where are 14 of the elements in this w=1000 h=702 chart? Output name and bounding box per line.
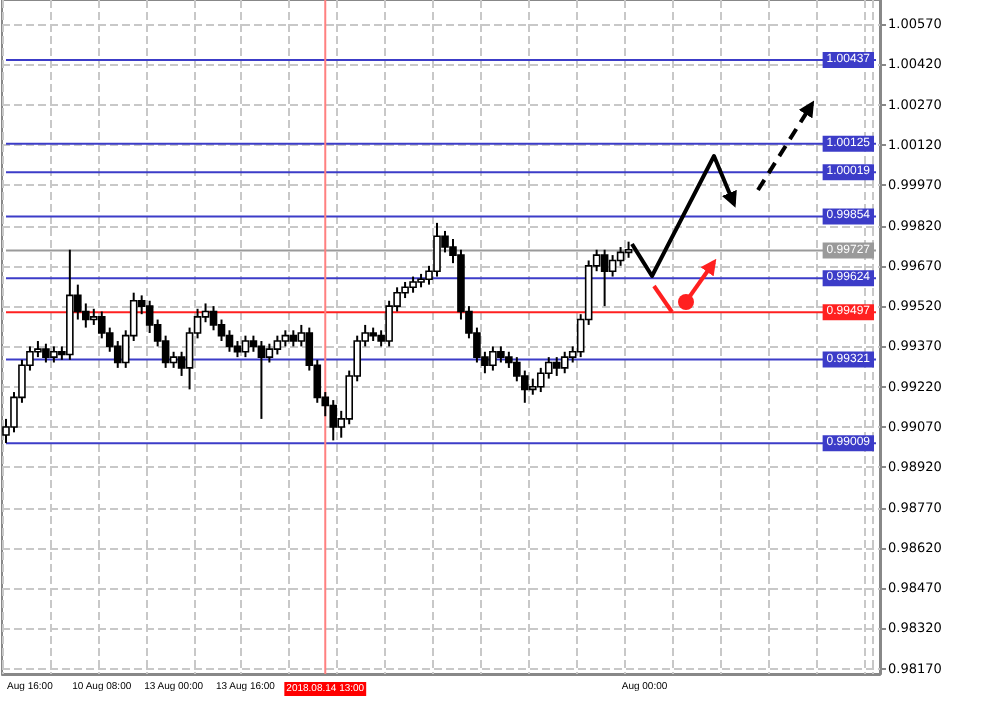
- candlestick: [209, 305, 218, 332]
- candlestick: [552, 356, 561, 377]
- candlestick: [257, 340, 266, 420]
- candlestick: [560, 350, 569, 375]
- candlestick: [241, 334, 250, 359]
- candlestick: [608, 254, 617, 278]
- candlestick: [433, 221, 441, 278]
- candlestick: [600, 248, 609, 308]
- candlestick: [265, 342, 274, 364]
- candlestick: [489, 345, 497, 372]
- candlestick: [42, 342, 50, 364]
- candlestick: [273, 334, 282, 356]
- candlestick: [145, 299, 154, 334]
- candlestick: [329, 399, 338, 442]
